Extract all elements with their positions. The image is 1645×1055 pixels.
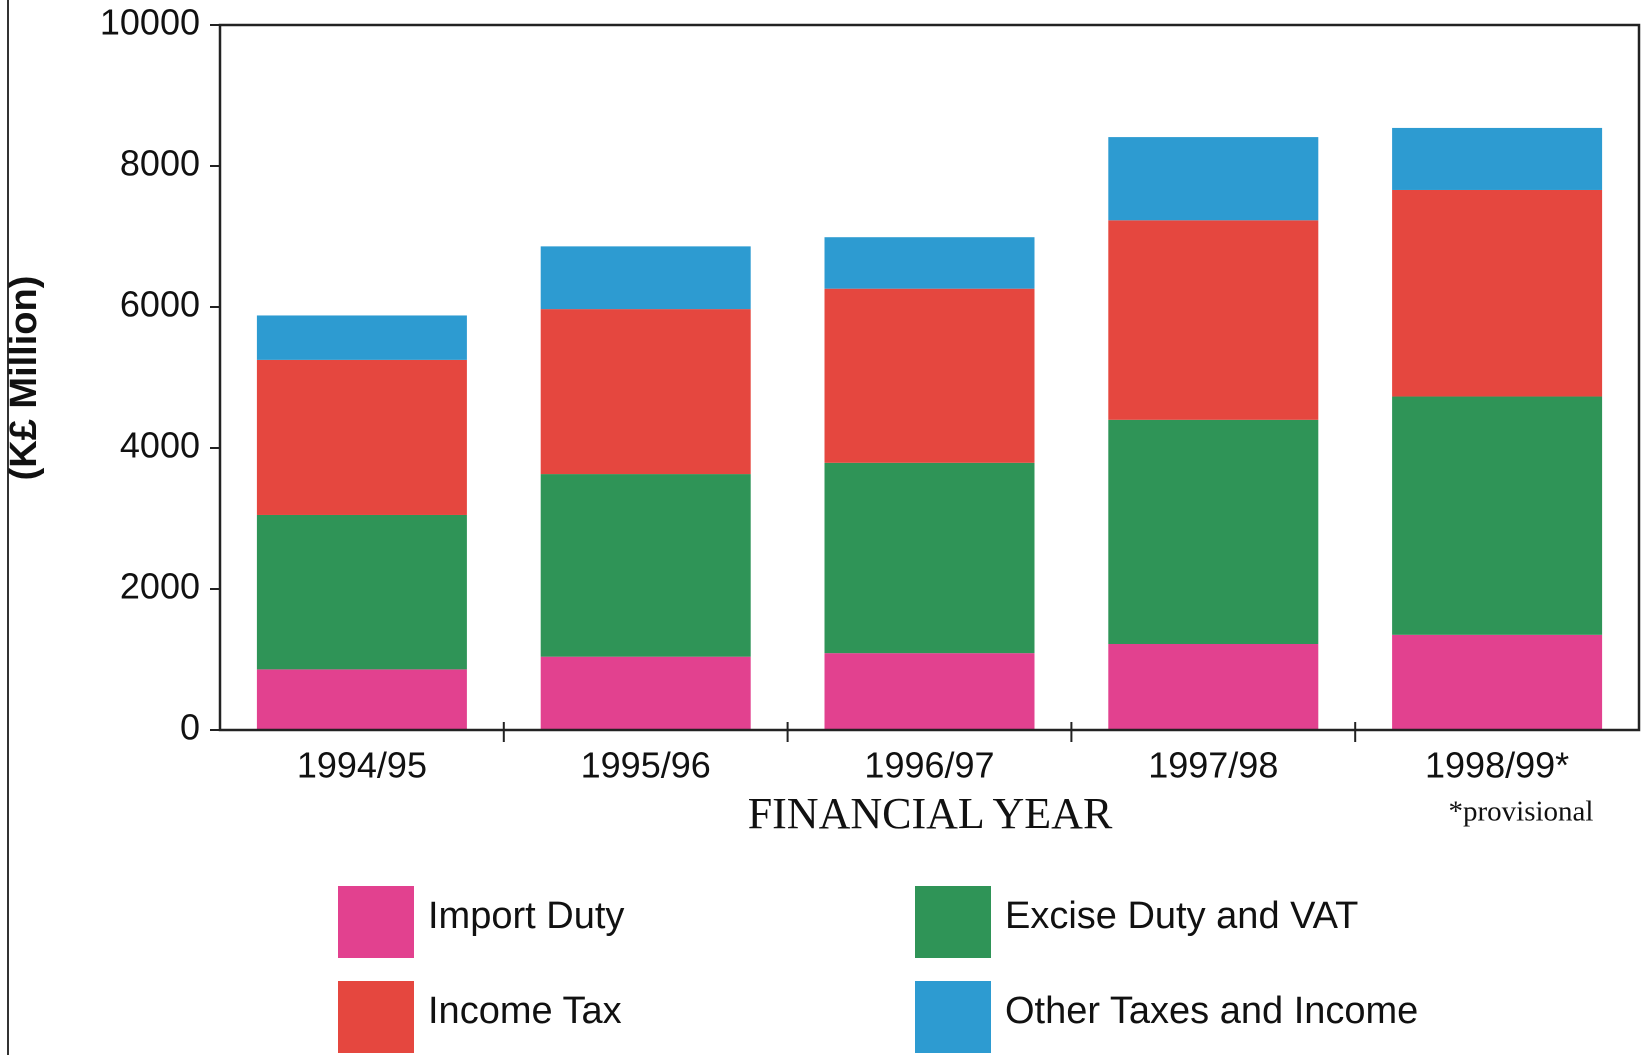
x-tick-label: 1994/95 [297, 745, 427, 786]
y-tick-label: 6000 [120, 284, 200, 325]
bar-segment [540, 474, 751, 657]
bar-segment [256, 359, 467, 515]
y-tick-label: 0 [180, 707, 200, 748]
x-tick-label: 1998/99* [1425, 745, 1569, 786]
bar-segment [540, 309, 751, 475]
legend-swatch [338, 981, 414, 1053]
legend-swatch [915, 981, 991, 1053]
bar-segment [824, 237, 1035, 289]
x-tick-label: 1997/98 [1148, 745, 1278, 786]
x-tick-label: 1995/96 [581, 745, 711, 786]
bar-segment [1108, 137, 1319, 221]
y-axis-label: (K£ Million) [3, 276, 45, 481]
y-tick-label: 4000 [120, 425, 200, 466]
bar-segment [540, 656, 751, 730]
bar-segment [256, 669, 467, 730]
bar-segment [256, 315, 467, 360]
bar-segment [1392, 634, 1603, 730]
x-axis-label: FINANCIAL YEAR [748, 789, 1113, 838]
legend-label: Excise Duty and VAT [1005, 895, 1358, 937]
y-tick-label: 2000 [120, 566, 200, 607]
annotation: *provisional [1449, 796, 1594, 828]
bar-segment [256, 514, 467, 670]
bar-segment [824, 653, 1035, 730]
legend-label: Import Duty [428, 895, 624, 937]
bar-segment [1392, 396, 1603, 635]
y-tick-label: 8000 [120, 143, 200, 184]
legend-label: Other Taxes and Income [1005, 990, 1418, 1032]
bar-segment [1108, 643, 1319, 730]
bar-segment [540, 246, 751, 310]
bar-segment [1392, 127, 1603, 190]
legend-swatch [915, 886, 991, 958]
bar-segment [1108, 419, 1319, 644]
legend-swatch [338, 886, 414, 958]
bar-segment [1392, 189, 1603, 397]
plot-frame [218, 23, 1641, 732]
bar-segment [824, 288, 1035, 463]
x-tick-label: 1996/97 [864, 745, 994, 786]
bar-segment [1108, 220, 1319, 420]
legend-label: Income Tax [428, 990, 622, 1032]
bar-segment [824, 462, 1035, 654]
y-tick-label: 10000 [100, 2, 200, 43]
